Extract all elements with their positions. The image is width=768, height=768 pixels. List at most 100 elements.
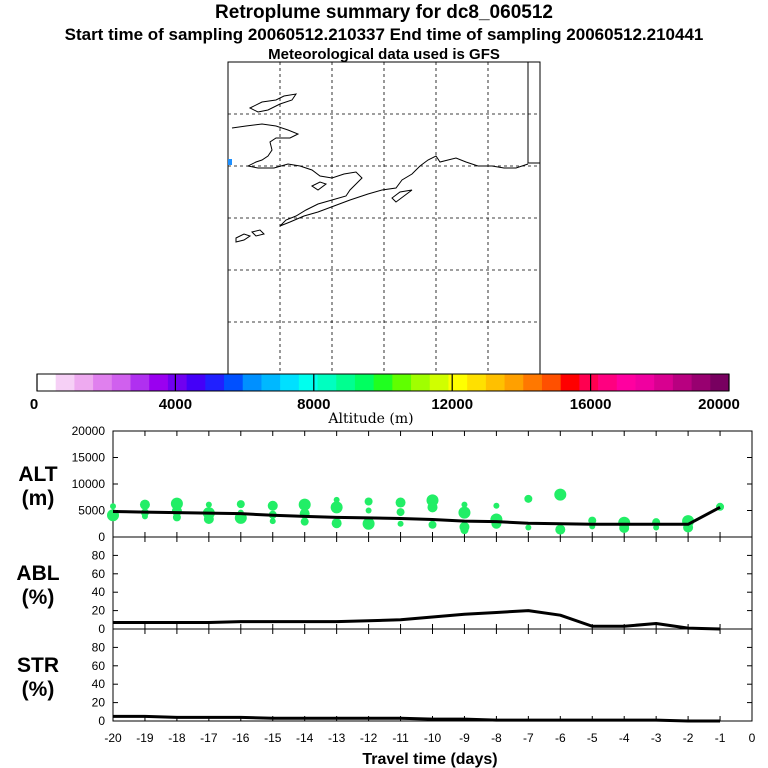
y-tick-label: 0 bbox=[98, 530, 105, 544]
altitude-particle-dot bbox=[333, 496, 340, 503]
colorbar-swatch bbox=[672, 374, 693, 391]
altitude-particle-dot bbox=[396, 508, 405, 517]
x-tick-label: -3 bbox=[651, 731, 662, 745]
altitude-particle-dot bbox=[330, 501, 343, 514]
altitude-particle-dot bbox=[110, 503, 116, 510]
colorbar-swatch bbox=[579, 374, 599, 391]
y-tick-label: 40 bbox=[92, 677, 106, 691]
altitude-particle-dot bbox=[524, 494, 533, 503]
altitude-particle-dot bbox=[300, 517, 309, 526]
colorbar-tick-label: 0 bbox=[30, 396, 38, 413]
panel-label: ABL bbox=[16, 562, 59, 585]
colorbar-swatch bbox=[691, 374, 711, 391]
colorbar-swatch bbox=[504, 374, 524, 391]
panel-frame bbox=[112, 536, 753, 630]
colorbar-tick-label: 20000 bbox=[698, 396, 740, 413]
x-tick-label: -6 bbox=[555, 731, 566, 745]
colorbar-swatch bbox=[448, 374, 468, 391]
colorbar-swatch bbox=[429, 374, 449, 391]
y-tick-label: 40 bbox=[92, 585, 106, 599]
altitude-particle-dot bbox=[269, 518, 276, 525]
map-gridlines bbox=[228, 62, 540, 374]
x-tick-label: -7 bbox=[523, 731, 534, 745]
altitude-particle-dot bbox=[588, 516, 597, 525]
altitude-particle-dot bbox=[525, 524, 532, 531]
colorbar-swatch bbox=[411, 374, 431, 391]
series-line-str bbox=[113, 714, 721, 723]
y-tick-label: 0 bbox=[98, 622, 105, 636]
x-tick-label: -2 bbox=[683, 731, 694, 745]
timeseries-panels: 05000100001500020000ALT(m)020406080ABL(%… bbox=[16, 424, 753, 728]
altitude-particle-dot bbox=[139, 499, 150, 510]
colorbar-swatch bbox=[635, 374, 655, 391]
colorbar-swatch bbox=[354, 374, 375, 391]
altitude-particle-dot bbox=[458, 506, 471, 519]
panel-unit-label: (m) bbox=[22, 487, 55, 510]
colorbar-swatch bbox=[55, 374, 75, 391]
altitude-particle-dot bbox=[397, 520, 404, 527]
colorbar-tick-label: 8000 bbox=[297, 396, 330, 413]
altitude-particle-dot bbox=[141, 513, 148, 520]
colorbar bbox=[36, 373, 730, 392]
x-tick-label: -9 bbox=[459, 731, 470, 745]
colorbar-swatch bbox=[130, 374, 150, 391]
y-tick-label: 20000 bbox=[72, 424, 106, 438]
colorbar-swatch bbox=[111, 374, 132, 391]
altitude-particle-dot bbox=[203, 513, 214, 524]
altitude-particle-dot bbox=[554, 488, 567, 501]
x-tick-label: -17 bbox=[200, 731, 218, 745]
altitude-particle-dot bbox=[364, 497, 373, 506]
colorbar-swatch bbox=[167, 374, 188, 391]
altitude-particle-dot bbox=[428, 520, 437, 529]
x-tick-label: -20 bbox=[104, 731, 122, 745]
chart-title: Retroplume summary for dc8_060512 bbox=[215, 2, 553, 23]
x-tick-label: -13 bbox=[328, 731, 346, 745]
y-tick-label: 10000 bbox=[72, 477, 106, 491]
colorbar-swatch bbox=[523, 374, 543, 391]
colorbar-swatch bbox=[654, 374, 674, 391]
y-tick-label: 60 bbox=[92, 567, 106, 581]
altitude-particle-dot bbox=[170, 497, 183, 510]
x-tick-label: -19 bbox=[136, 731, 154, 745]
series-line-alt bbox=[112, 505, 721, 526]
colorbar-axis-title: Altitude (m) bbox=[327, 411, 413, 427]
altitude-particle-dot bbox=[555, 524, 566, 535]
x-tick-label: -18 bbox=[168, 731, 186, 745]
panel-label: ALT bbox=[18, 463, 57, 486]
altitude-particle-dot bbox=[267, 500, 278, 511]
altitude-particle-dot bbox=[427, 502, 438, 513]
colorbar-swatch bbox=[298, 374, 319, 391]
colorbar-swatch bbox=[373, 374, 393, 391]
colorbar-swatch bbox=[560, 374, 580, 391]
colorbar-swatch bbox=[37, 374, 57, 391]
y-tick-label: 5000 bbox=[78, 504, 105, 518]
panel-label: STR bbox=[17, 654, 59, 677]
altitude-particle-dot bbox=[461, 501, 468, 508]
map-panel bbox=[227, 61, 541, 375]
colorbar-tick-labels: 0 4000 8000 12000 16000 20000 Altitude (m) bbox=[30, 396, 740, 427]
x-tick-label: -14 bbox=[296, 731, 314, 745]
colorbar-swatch bbox=[186, 374, 206, 391]
y-tick-label: 15000 bbox=[72, 451, 106, 465]
colorbar-swatch bbox=[392, 374, 412, 391]
altitude-particle-dot bbox=[460, 526, 469, 535]
panel-alt: 0 5000 10000 15000 20000 ALT(m) bbox=[18, 424, 753, 544]
x-tick-label: -11 bbox=[392, 731, 409, 745]
x-tick-label: -12 bbox=[360, 731, 378, 745]
colorbar-swatch bbox=[205, 374, 225, 391]
y-tick-label: 60 bbox=[92, 659, 106, 673]
y-tick-label: 0 bbox=[98, 714, 105, 728]
panel-abl: 0 20 40 60 80 ABL(%) bbox=[16, 536, 753, 636]
colorbar-swatch bbox=[541, 374, 562, 391]
x-tick-label: -1 bbox=[715, 731, 726, 745]
colorbar-swatch bbox=[485, 374, 506, 391]
colorbar-swatch bbox=[149, 374, 169, 391]
x-tick-label: -8 bbox=[491, 731, 502, 745]
altitude-particle-dot bbox=[298, 498, 311, 511]
colorbar-swatch bbox=[616, 374, 636, 391]
chart-subtitle: Start time of sampling 20060512.210337 E… bbox=[64, 25, 704, 44]
met-data-note: Meteorological data used is GFS bbox=[268, 46, 500, 63]
colorbar-swatch bbox=[710, 374, 730, 391]
altitude-particle-dot bbox=[493, 502, 500, 509]
